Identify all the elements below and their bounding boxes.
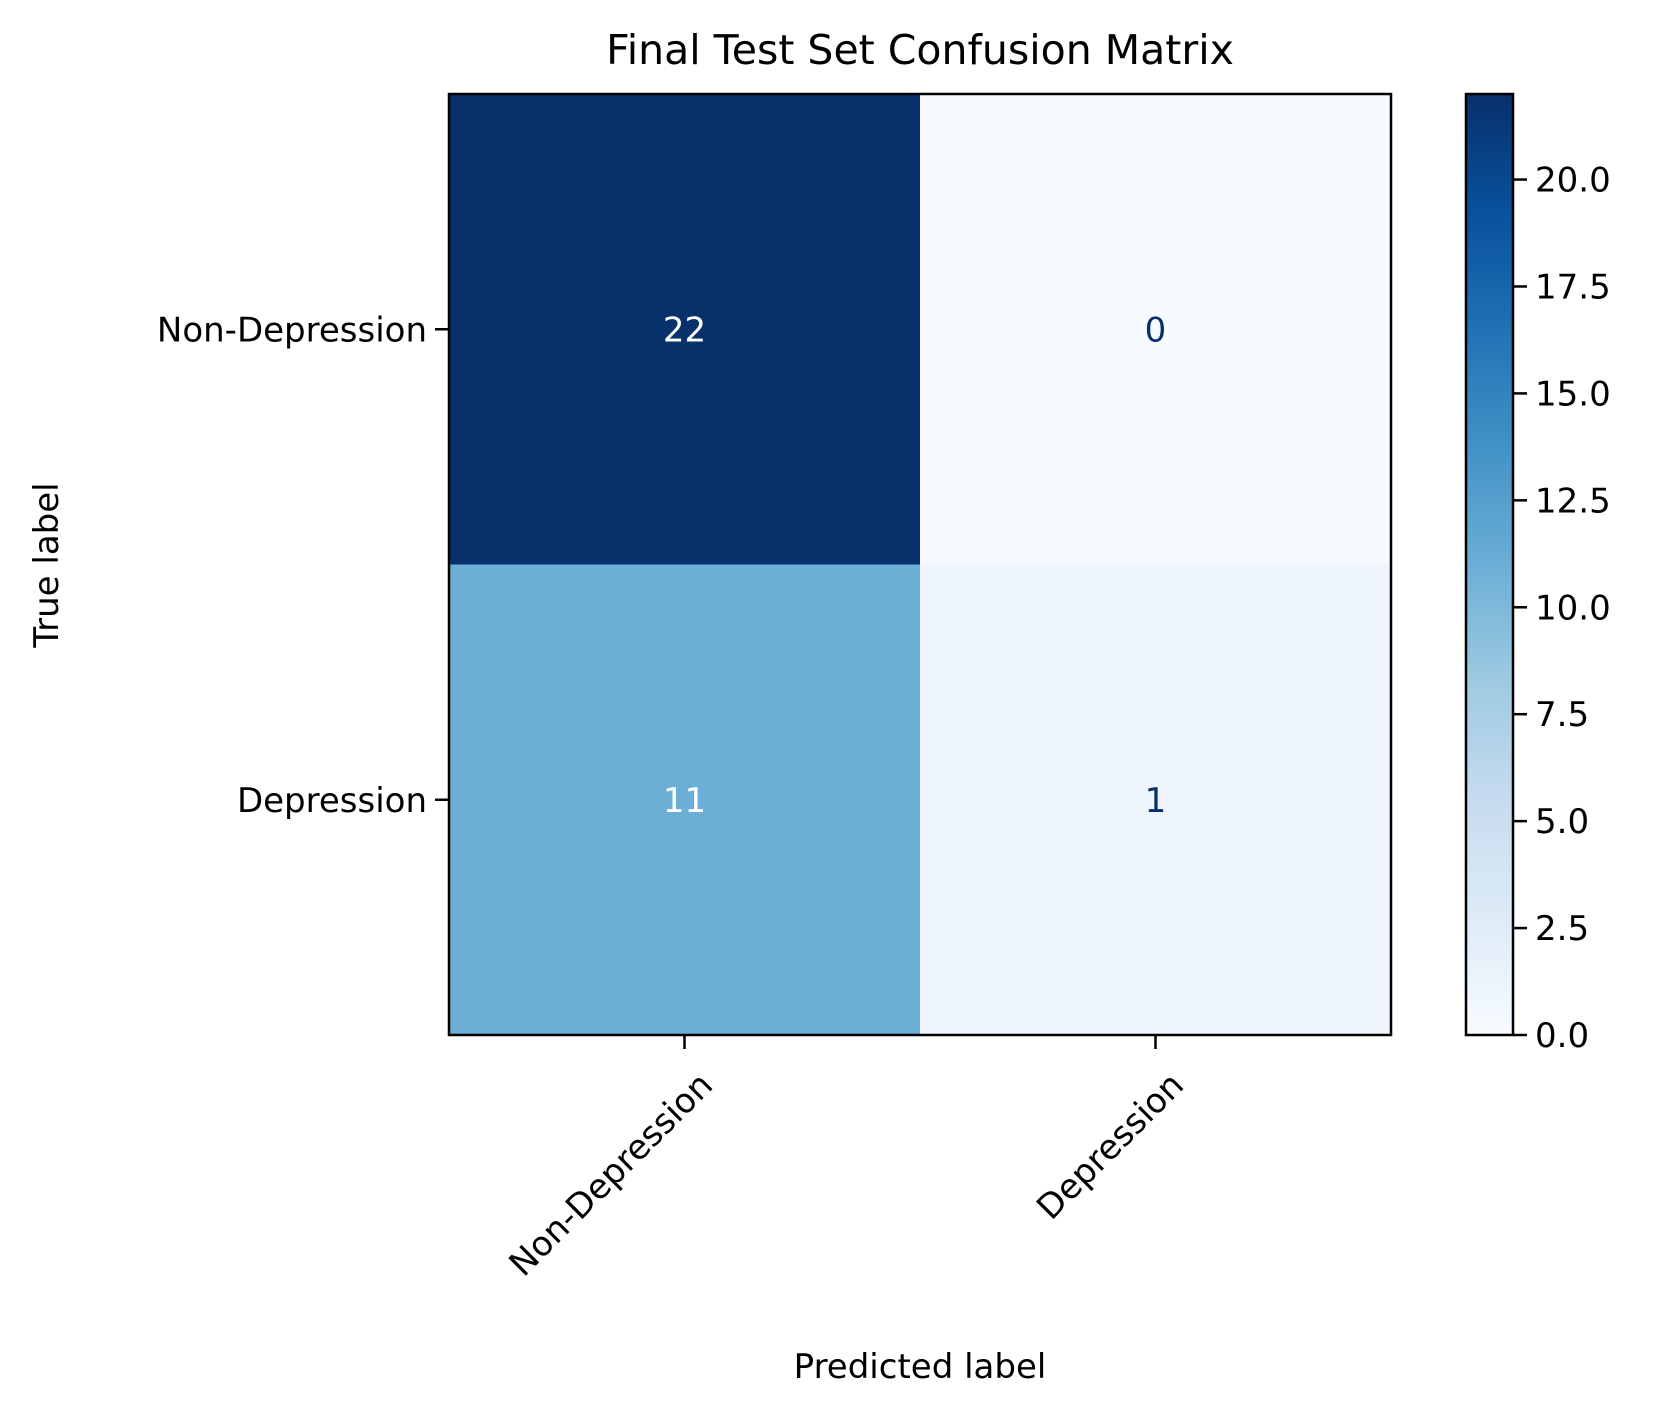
x-axis-ticks: Non-Depression Depression <box>502 1035 1192 1284</box>
heatmap-cell-r1-c1 <box>920 564 1392 1036</box>
colorbar-tick-label: 12.5 <box>1535 481 1611 521</box>
y-tick-label: Depression <box>237 781 427 821</box>
heatmap-cell-r1-c0 <box>449 564 921 1036</box>
colorbar-gradient <box>1466 94 1513 1035</box>
colorbar-tick-label: 20.0 <box>1535 161 1611 201</box>
cell-value-r1-c1: 1 <box>1145 781 1167 821</box>
colorbar-tick-label: 2.5 <box>1535 909 1589 949</box>
colorbar-ticks: 0.0 2.5 5.0 7.5 10.0 12.5 15.0 17.5 20.0 <box>1513 161 1611 1056</box>
x-axis-label: Predicted label <box>794 1347 1047 1387</box>
x-tick-label: Non-Depression <box>502 1065 721 1284</box>
colorbar-tick-label: 17.5 <box>1535 267 1611 307</box>
chart-title: Final Test Set Confusion Matrix <box>606 26 1234 74</box>
cell-value-labels: 22 011 1 <box>663 310 1166 821</box>
colorbar-tick-label: 10.0 <box>1535 588 1611 628</box>
plot-frame <box>447 92 1393 1037</box>
colorbar-tick-label: 5.0 <box>1535 802 1589 842</box>
colorbar-tick-label: 15.0 <box>1535 374 1611 414</box>
y-axis-ticks: Non-Depression Depression <box>157 310 449 821</box>
cell-value-r1-c0: 11 <box>663 781 706 821</box>
cell-value-r0-c1: 0 <box>1145 310 1167 350</box>
y-axis-label: True label <box>27 482 67 648</box>
heatmap-cell-r0-c0 <box>449 94 921 565</box>
heatmap-cell-r0-c1 <box>920 94 1392 565</box>
x-tick-label: Depression <box>1029 1065 1192 1228</box>
colorbar-tick-label: 0.0 <box>1535 1016 1589 1056</box>
cell-value-r0-c0: 22 <box>663 310 706 350</box>
heatmap-cells <box>449 94 1392 1036</box>
colorbar-frame <box>1464 92 1515 1037</box>
y-tick-label: Non-Depression <box>157 310 427 350</box>
colorbar-tick-label: 7.5 <box>1535 695 1589 735</box>
